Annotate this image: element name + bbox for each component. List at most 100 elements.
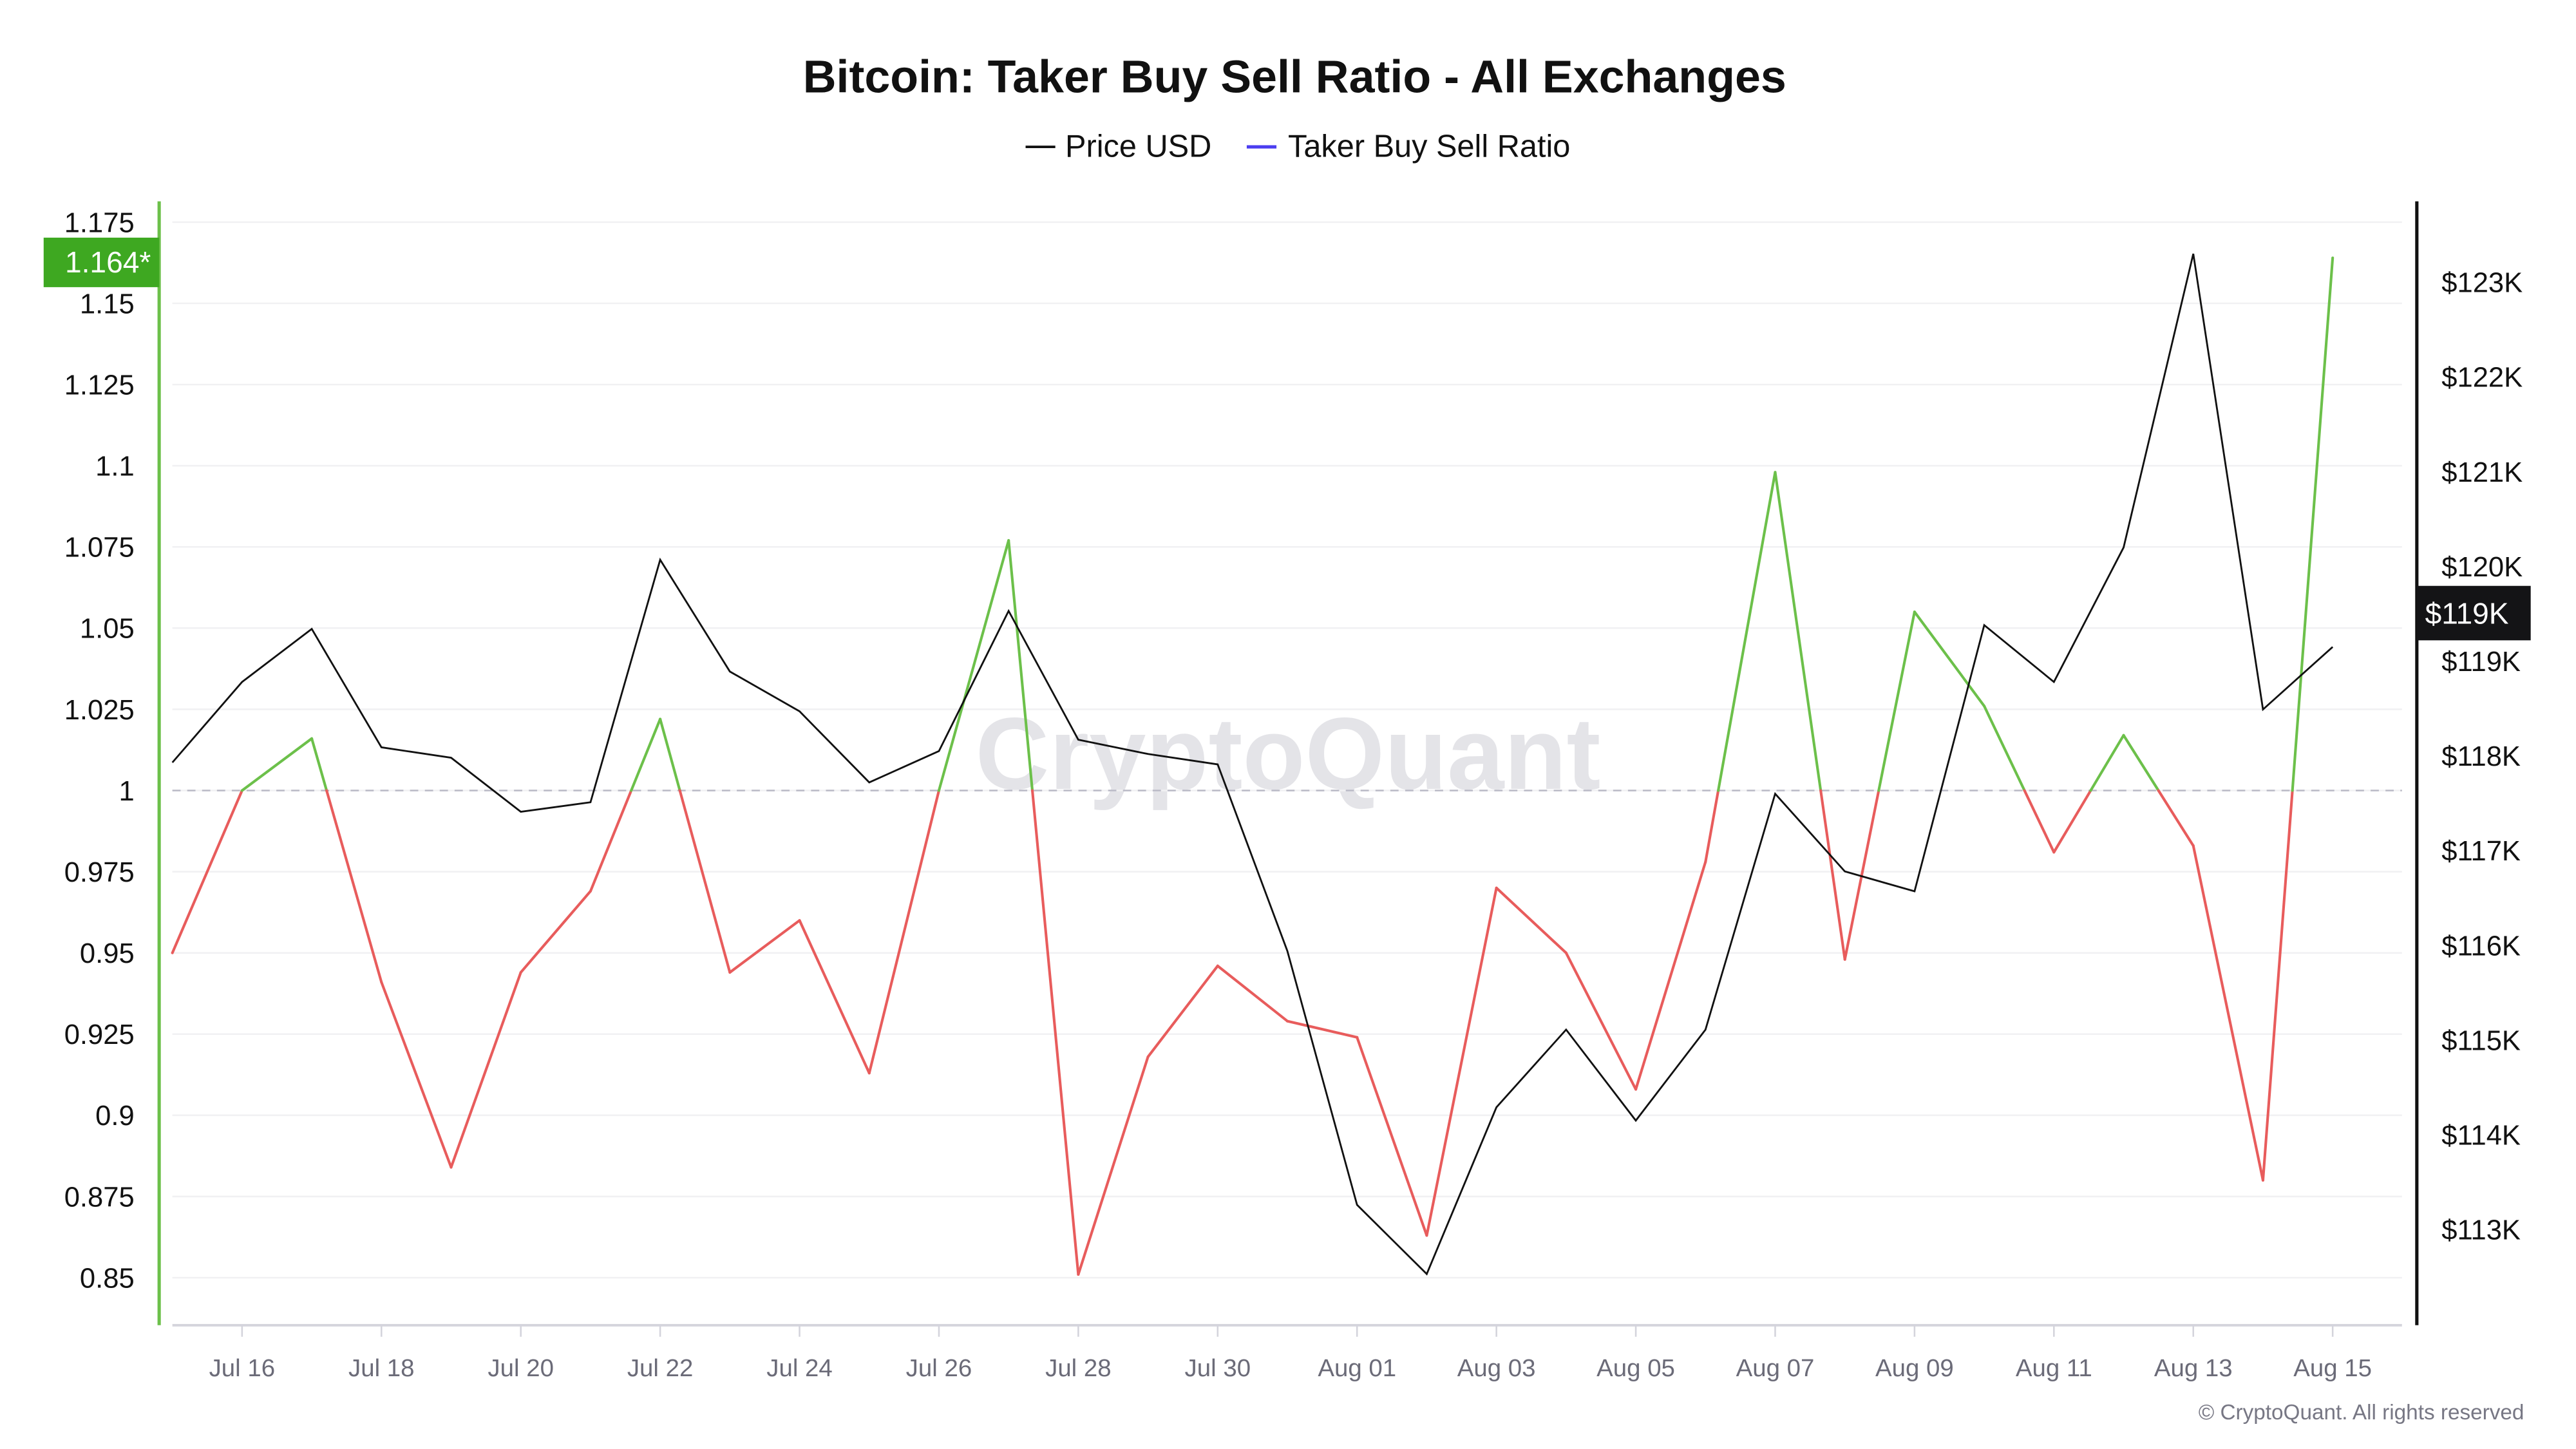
left-tick-label: 0.975 (64, 857, 135, 888)
grid (172, 221, 2402, 1279)
ratio-line-segment (325, 789, 383, 984)
ratio-line-segment (1216, 964, 1289, 1023)
ratio-line-segment (310, 737, 328, 792)
right-tick-label: $114K (2441, 1120, 2521, 1151)
left-tick-label: 1 (118, 776, 134, 807)
ratio-line-segment (1146, 964, 1219, 1059)
x-tick-label: Aug 15 (2293, 1354, 2372, 1382)
right-tick-label: $113K (2441, 1215, 2521, 1246)
left-tick-label: 0.85 (80, 1263, 135, 1294)
right-tick-label: $115K (2441, 1025, 2521, 1056)
x-tick-label: Jul 30 (1185, 1354, 1251, 1382)
ratio-line-segment (2261, 789, 2294, 1182)
x-axis: Jul 16 Jul 18 Jul 20 Jul 22 Jul 24 Jul 26 Jul … (172, 1323, 2402, 1382)
ratio-line-segment (1704, 789, 1720, 864)
ratio-line-segment (728, 919, 801, 974)
left-tick-label: 1.075 (64, 533, 135, 564)
x-tick-label: Aug 11 (2016, 1354, 2092, 1382)
ratio-line-segment (1774, 471, 1823, 792)
ratio-line-segment (2192, 844, 2264, 1182)
ratio-line-segment (1285, 1019, 1359, 1039)
ratio-line-segment (1819, 789, 1846, 961)
right-tick-label: $121K (2441, 457, 2523, 488)
ratio-line-segment (798, 919, 871, 1075)
x-tick-label: Aug 05 (1596, 1354, 1675, 1382)
ratio-line-segment (1030, 789, 1080, 1276)
ratio-line-segment (2157, 789, 2195, 848)
ratio-line-segment (171, 789, 243, 954)
left-tick-label: 0.875 (64, 1182, 135, 1213)
left-tick-label: 0.925 (64, 1019, 135, 1050)
left-tick-label: 1.025 (64, 695, 135, 726)
x-tick-label: Jul 16 (209, 1354, 276, 1382)
ratio-line-segment (678, 789, 732, 974)
ratio-line-segment (380, 981, 453, 1169)
right-tick-label: $116K (2441, 931, 2521, 961)
x-tick-label: Jul 26 (906, 1354, 972, 1382)
left-tick-label: 0.95 (80, 938, 135, 969)
ratio-line-segment (2089, 734, 2125, 792)
ratio-line-segment (2291, 256, 2334, 792)
plot-lines (171, 253, 2334, 1276)
ratio-line-segment (2122, 734, 2160, 792)
left-tick-label: 1.175 (64, 207, 135, 238)
left-tick-label: 1.125 (64, 370, 135, 401)
left-current-label: 1.164* (65, 245, 151, 279)
ratio-line-segment (1877, 611, 1916, 792)
right-tick-label: $119K (2441, 647, 2521, 677)
ratio-line-segment (1983, 705, 2026, 792)
ratio-line-segment (2052, 789, 2092, 854)
ratio-line-segment (1495, 886, 1567, 954)
price-line (171, 253, 2334, 1276)
x-tick-label: Aug 13 (2154, 1354, 2233, 1382)
x-tick-label: Jul 20 (488, 1354, 554, 1382)
chart-title: Bitcoin: Taker Buy Sell Ratio - All Exch… (803, 52, 1786, 103)
ratio-line-segment (1913, 611, 1986, 708)
right-current-badge (2416, 585, 2531, 641)
ratio-line-segment (589, 789, 633, 893)
ratio-line-segment (1356, 1036, 1428, 1237)
ratio-line-segment (1077, 1056, 1150, 1276)
copyright-footer: © CryptoQuant. All rights reserved (2199, 1401, 2524, 1425)
ratio-line-segment (867, 789, 941, 1075)
x-tick-label: Aug 09 (1875, 1354, 1954, 1382)
ratio-line-segment (240, 737, 314, 792)
left-current-badge (43, 238, 160, 287)
right-axis: $113K $114K $115K $116K $117K $118K $119K $120K… (2415, 201, 2523, 1325)
right-tick-label: $118K (2441, 741, 2521, 772)
right-tick-label: $122K (2441, 363, 2523, 393)
right-tick-label: $117K (2441, 836, 2521, 867)
x-tick-label: Jul 28 (1045, 1354, 1112, 1382)
ratio-line-segment (1007, 539, 1034, 792)
ratio-line-segment (1425, 886, 1498, 1237)
left-tick-label: 0.9 (95, 1101, 135, 1132)
ratio-line-segment (1717, 471, 1777, 792)
right-tick-label: $123K (2441, 268, 2523, 299)
right-tick-label: $120K (2441, 552, 2523, 583)
x-tick-label: Aug 01 (1318, 1354, 1396, 1382)
x-tick-label: Jul 22 (627, 1354, 694, 1382)
ratio-line-segment (450, 971, 522, 1169)
legend: Price USD Taker Buy Sell Ratio (1025, 129, 1570, 164)
ratio-line-segment (2023, 789, 2056, 854)
ratio-line-segment (519, 889, 592, 974)
left-tick-label: 1.05 (80, 614, 135, 645)
legend-ratio-label[interactable]: Taker Buy Sell Ratio (1288, 129, 1570, 164)
x-tick-label: Jul 24 (766, 1354, 833, 1382)
x-tick-label: Aug 07 (1736, 1354, 1815, 1382)
ratio-line-segment (630, 717, 662, 792)
x-tick-label: Aug 03 (1457, 1354, 1536, 1382)
ratio-line-segment (1564, 951, 1638, 1091)
x-tick-label: Jul 18 (348, 1354, 415, 1382)
ratio-line-segment (1634, 860, 1707, 1091)
ratio-line-segment (937, 539, 1010, 792)
watermark: CryptoQuant (976, 696, 1601, 811)
left-axis: 0.85 0.875 0.9 0.925 0.95 0.975 1 1.025 1.05 1.07… (64, 201, 161, 1325)
left-tick-label: 1.15 (80, 289, 135, 319)
current-value-markers: 1.164* $119K (43, 238, 2531, 641)
legend-price-label[interactable]: Price USD (1065, 129, 1211, 164)
right-current-label: $119K (2425, 597, 2509, 630)
ratio-line-segment (1843, 789, 1880, 961)
ratio-line-segment (659, 717, 681, 792)
